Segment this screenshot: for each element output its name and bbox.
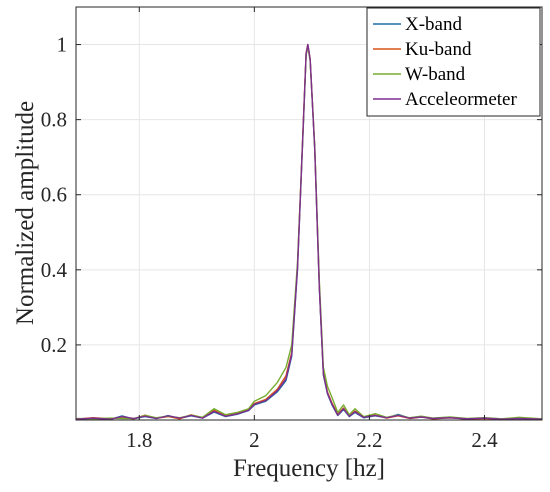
series-layer <box>76 43 542 420</box>
legend-label: X-band <box>405 14 462 35</box>
y-tick-label: 0.8 <box>41 108 67 132</box>
y-tick-label: 0.2 <box>41 333 67 357</box>
x-tick-label: 2.4 <box>471 428 498 452</box>
x-tick-label: 2 <box>249 428 260 452</box>
series-line-acceleormeter <box>76 43 542 420</box>
legend: X-band Ku-band W-band Acceleormeter <box>366 7 541 117</box>
legend-label: Ku-band <box>405 39 472 60</box>
y-axis-label: Normalized amplitude <box>12 101 39 325</box>
legend-box <box>366 7 541 117</box>
y-tick-label: 0.6 <box>41 183 67 207</box>
x-tick-labels: 1.8 2 2.2 2.4 <box>126 428 498 452</box>
y-tick-label: 1 <box>57 33 68 57</box>
legend-label: Acceleormeter <box>405 89 517 110</box>
axes-box <box>75 6 543 421</box>
legend-label: W-band <box>405 64 466 85</box>
y-tick-label: 0.4 <box>41 258 68 282</box>
x-tick-label: 1.8 <box>126 428 152 452</box>
y-tick-labels: 0.2 0.4 0.6 0.8 1 <box>41 33 68 357</box>
x-axis-label: Frequency [hz] <box>233 455 385 482</box>
x-tick-label: 2.2 <box>356 428 382 452</box>
